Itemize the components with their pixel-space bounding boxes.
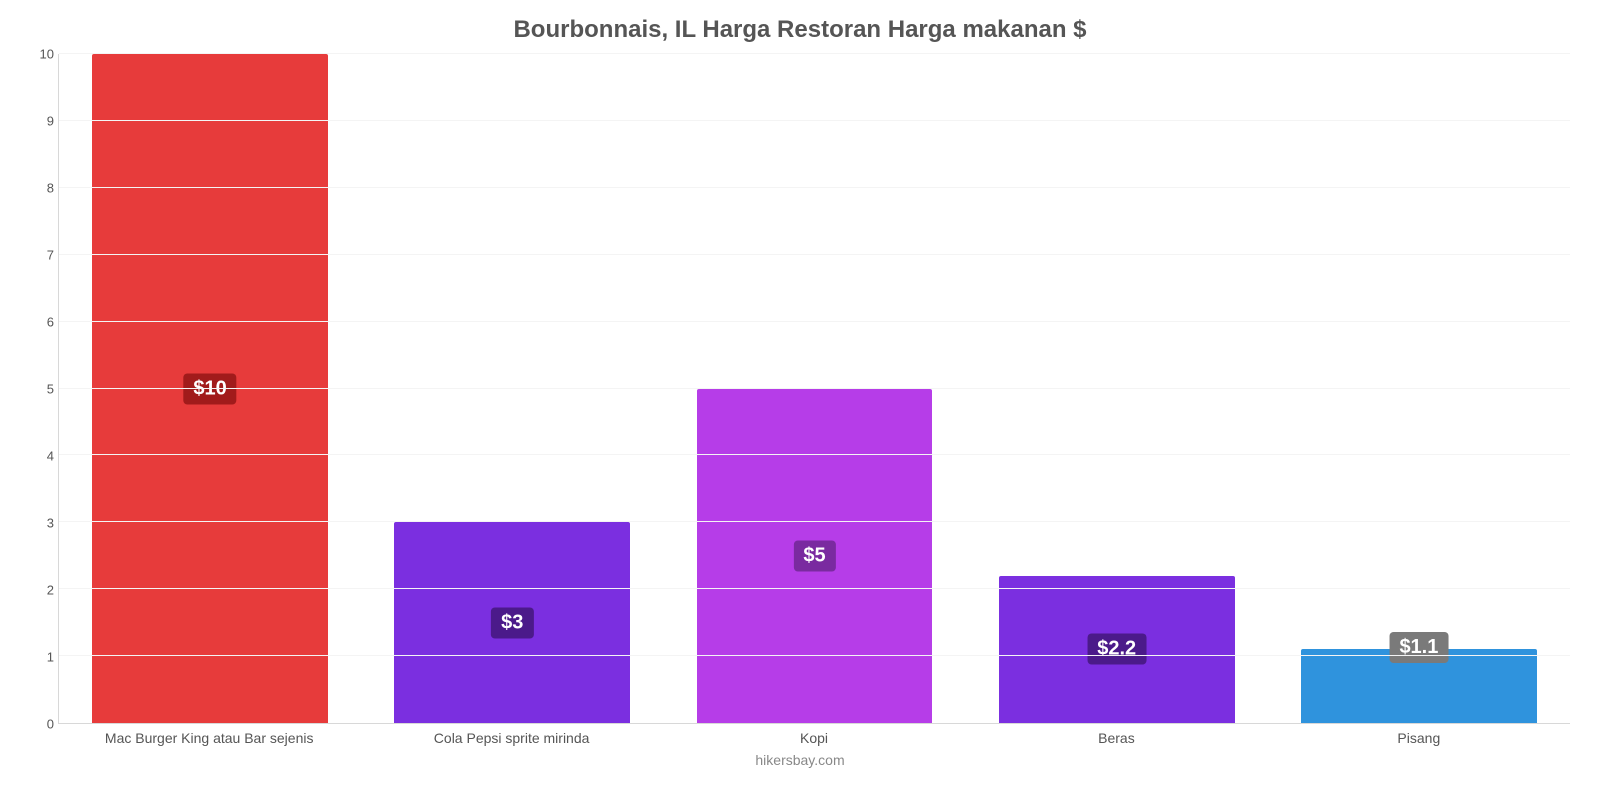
- bars-container: $10 $3 $5 $2.2 $1.1: [59, 54, 1570, 723]
- bar-slot: $2.2: [966, 54, 1268, 723]
- price-chart: Bourbonnais, IL Harga Restoran Harga mak…: [0, 0, 1600, 800]
- grid-line: [59, 254, 1570, 255]
- grid-line: [59, 588, 1570, 589]
- y-tick: 2: [28, 583, 54, 598]
- y-tick: 7: [28, 248, 54, 263]
- bar-value-label: $1.1: [1389, 632, 1448, 663]
- grid-line: [59, 53, 1570, 54]
- grid-line: [59, 521, 1570, 522]
- y-tick: 8: [28, 181, 54, 196]
- y-axis: 012345678910: [30, 54, 58, 724]
- bar-slot: $10: [59, 54, 361, 723]
- bar-slot: $1.1: [1268, 54, 1570, 723]
- grid-line: [59, 120, 1570, 121]
- grid-line: [59, 187, 1570, 188]
- y-tick: 1: [28, 650, 54, 665]
- bar-slot: $5: [663, 54, 965, 723]
- bar: $2.2: [999, 576, 1235, 723]
- y-tick: 6: [28, 315, 54, 330]
- grid-line: [59, 388, 1570, 389]
- plot: 012345678910 $10$3$5$2.2$1.1: [30, 54, 1570, 724]
- x-axis: Mac Burger King atau Bar sejenisCola Pep…: [58, 730, 1570, 746]
- bar: $3: [394, 522, 630, 723]
- grid-line: [59, 321, 1570, 322]
- x-label: Cola Pepsi sprite mirinda: [360, 730, 662, 746]
- bar-value-label: $10: [183, 373, 236, 404]
- y-tick: 4: [28, 449, 54, 464]
- grid-line: [59, 454, 1570, 455]
- bar: $5: [697, 389, 933, 724]
- x-label: Pisang: [1268, 730, 1570, 746]
- x-label: Beras: [965, 730, 1267, 746]
- y-tick: 0: [28, 717, 54, 732]
- y-tick: 10: [28, 47, 54, 62]
- grid-line: [59, 655, 1570, 656]
- x-label: Kopi: [663, 730, 965, 746]
- bar-value-label: $5: [793, 540, 835, 571]
- bar-value-label: $3: [491, 607, 533, 638]
- bar: $10: [92, 54, 328, 723]
- chart-title: Bourbonnais, IL Harga Restoran Harga mak…: [30, 16, 1570, 44]
- chart-credit: hikersbay.com: [30, 752, 1570, 768]
- y-tick: 9: [28, 114, 54, 129]
- plot-area: $10 $3 $5 $2.2 $1.1: [58, 54, 1570, 724]
- bar-slot: $3: [361, 54, 663, 723]
- y-tick: 3: [28, 516, 54, 531]
- x-label: Mac Burger King atau Bar sejenis: [58, 730, 360, 746]
- y-tick: 5: [28, 382, 54, 397]
- bar: $1.1: [1301, 649, 1537, 723]
- bar-value-label: $2.2: [1087, 634, 1146, 665]
